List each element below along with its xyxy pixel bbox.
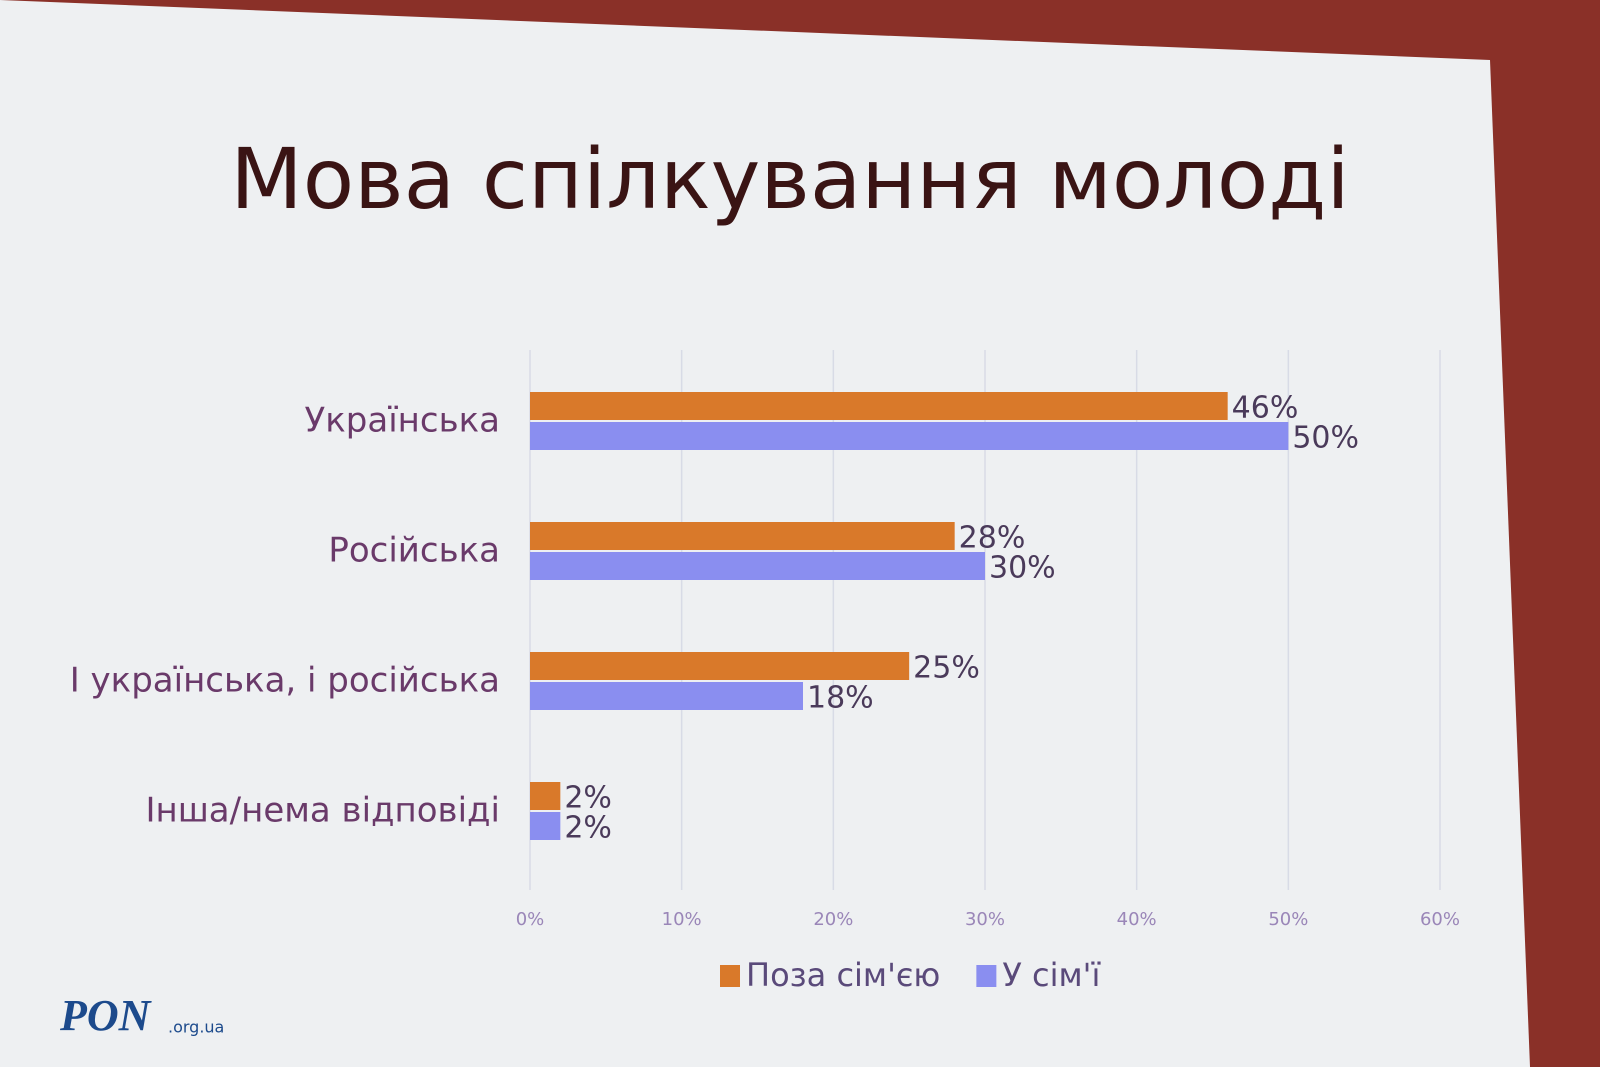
bar	[530, 812, 561, 840]
x-tick-label: 30%	[965, 909, 1005, 930]
bar	[530, 552, 985, 580]
bar	[530, 682, 803, 710]
y-tick-label: Українська	[305, 401, 500, 441]
y-tick-label: І українська, і російська	[70, 661, 500, 701]
x-tick-label: 40%	[1117, 909, 1157, 930]
value-label: 2%	[564, 781, 612, 816]
watermark-brand: PON	[59, 991, 153, 1040]
x-tick-label: 20%	[813, 909, 853, 930]
legend-label: Поза сім'єю	[746, 956, 940, 994]
legend-label: У сім'ї	[1002, 956, 1101, 994]
value-label: 28%	[959, 521, 1026, 556]
value-label: 30%	[989, 551, 1056, 586]
bar	[530, 422, 1289, 450]
value-label: 2%	[564, 811, 612, 846]
y-tick-label: Російська	[328, 531, 500, 571]
bar	[530, 782, 561, 810]
x-tick-label: 50%	[1268, 909, 1308, 930]
legend-swatch	[720, 965, 740, 987]
legend-swatch	[976, 965, 997, 987]
y-tick-label: Інша/нема відповіді	[145, 791, 500, 831]
value-label: 25%	[913, 651, 980, 686]
x-tick-label: 0%	[516, 909, 545, 930]
bar	[530, 652, 910, 680]
bar	[530, 392, 1228, 420]
x-tick-label: 10%	[662, 909, 702, 930]
value-label: 18%	[807, 681, 874, 716]
value-label: 46%	[1232, 391, 1299, 426]
chart-title: Мова спілкування молоді	[230, 130, 1349, 228]
bar	[530, 522, 955, 550]
watermark-domain: .org.ua	[168, 1018, 224, 1037]
x-tick-label: 60%	[1420, 909, 1460, 930]
value-label: 50%	[1292, 421, 1359, 456]
